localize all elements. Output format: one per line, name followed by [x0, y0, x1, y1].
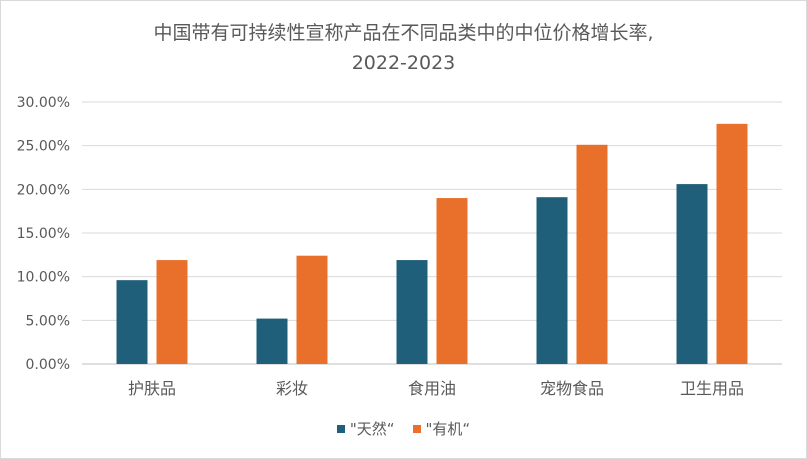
bar-organic: [156, 260, 188, 364]
bar-natural: [676, 184, 708, 364]
bar-natural: [396, 260, 428, 364]
x-tick-label: 护肤品: [128, 379, 176, 398]
bar-organic: [716, 123, 748, 364]
x-tick-label: 食用油: [408, 379, 456, 398]
y-tick-label: 0.00%: [26, 357, 70, 373]
y-tick-label: 5.00%: [26, 313, 70, 329]
y-tick-label: 25.00%: [17, 139, 70, 155]
x-tick-label: 宠物食品: [540, 379, 604, 398]
legend-label-natural: "天然“: [349, 420, 395, 438]
bar-natural: [256, 318, 288, 364]
y-tick-label: 15.00%: [17, 226, 70, 242]
legend-item-natural: "天然“: [336, 418, 395, 439]
chart-title: 中国带有可持续性宣称产品在不同品类中的中位价格增长率,: [153, 22, 654, 44]
y-tick-label: 30.00%: [17, 95, 70, 111]
chart-subtitle: 2022-2023: [351, 52, 456, 74]
legend-item-organic: "有机“: [412, 418, 471, 439]
bar-organic: [436, 198, 468, 364]
bar-organic: [576, 144, 608, 364]
bar-natural: [116, 280, 148, 364]
y-tick-label: 10.00%: [17, 270, 70, 286]
bar-organic: [296, 255, 328, 364]
legend: "天然“ "有机“: [0, 418, 807, 439]
y-tick-label: 20.00%: [17, 182, 70, 198]
legend-swatch-organic: [412, 424, 421, 433]
x-tick-label: 彩妆: [276, 379, 308, 398]
bar-natural: [536, 197, 568, 364]
legend-swatch-natural: [336, 424, 345, 433]
legend-label-organic: "有机“: [425, 420, 471, 438]
x-tick-label: 卫生用品: [680, 379, 744, 398]
